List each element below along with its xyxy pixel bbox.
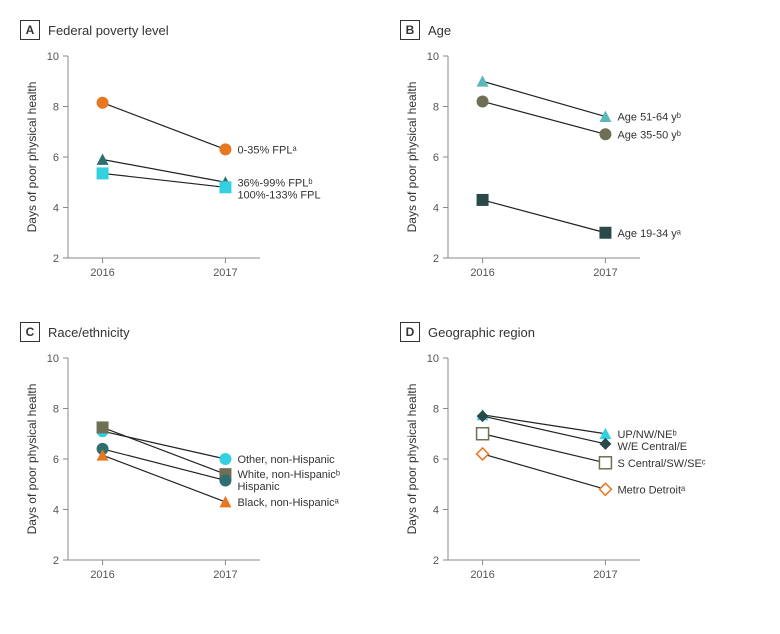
marker: [219, 143, 231, 155]
ytick-label: 2: [53, 555, 59, 567]
ytick-label: 8: [433, 102, 439, 114]
ytick-label: 4: [433, 505, 439, 517]
ytick-label: 4: [53, 203, 59, 215]
ytick-label: 6: [53, 152, 59, 164]
xtick-label: 2016: [90, 267, 114, 279]
series-label: S Central/SW/SEᶜ: [617, 458, 705, 470]
series-label: Age 51-64 yᵇ: [617, 112, 680, 124]
xtick-label: 2016: [90, 569, 114, 581]
panel-title: Age: [428, 23, 451, 38]
ytick-label: 8: [53, 404, 59, 416]
panel-header: A Federal poverty level: [20, 20, 380, 40]
marker: [219, 181, 231, 193]
ytick-label: 10: [427, 353, 439, 365]
ytick-label: 4: [53, 505, 59, 517]
y-axis-label: Days of poor physical health: [405, 384, 419, 535]
y-axis-label: Days of poor physical health: [25, 82, 39, 233]
chart-area: 2 4 6 8 10 2016 2017 Days of poor physical heal…: [20, 46, 380, 286]
marker: [477, 95, 489, 107]
panel-a: A Federal poverty level 2 4 6 8 10 2016 2017 Days…: [20, 20, 380, 312]
ytick-label: 2: [53, 253, 59, 265]
marker: [219, 496, 231, 507]
marker: [599, 111, 611, 122]
marker: [599, 438, 611, 450]
ytick-label: 2: [433, 555, 439, 567]
marker: [477, 428, 489, 440]
xtick-label: 2017: [213, 569, 237, 581]
marker: [599, 457, 611, 469]
panel-title: Geographic region: [428, 325, 535, 340]
chart-area: 2 4 6 8 10 2016 2017 Days of poor physical heal…: [400, 348, 760, 588]
series-label: Age 35-50 yᵇ: [617, 129, 680, 141]
xtick-label: 2016: [470, 267, 494, 279]
panel-b: B Age 2 4 6 8 10 2016 2017 Days of poor physical …: [400, 20, 760, 312]
chart-area: 2 4 6 8 10 2016 2017 Days of poor physical heal…: [400, 46, 760, 286]
ytick-label: 10: [47, 353, 59, 365]
panel-title: Race/ethnicity: [48, 325, 130, 340]
panel-d: D Geographic region 2 4 6 8 10 2016 2017 Days of …: [400, 322, 760, 614]
marker: [97, 167, 109, 179]
ytick-label: 8: [53, 102, 59, 114]
xtick-label: 2016: [470, 569, 494, 581]
ytick-label: 6: [433, 454, 439, 466]
series-label: Metro Detroitᵃ: [617, 484, 686, 496]
ytick-label: 2: [433, 253, 439, 265]
ytick-label: 6: [433, 152, 439, 164]
marker: [599, 227, 611, 239]
chart: 2 4 6 8 10 2016 2017 Days of poor physical heal…: [400, 348, 760, 588]
ytick-label: 10: [427, 51, 439, 63]
marker: [97, 421, 109, 433]
panel-letter: B: [400, 20, 420, 40]
y-axis-label: Days of poor physical health: [405, 82, 419, 233]
xtick-label: 2017: [593, 267, 617, 279]
series-label: 0-35% FPLᵃ: [237, 144, 297, 156]
panel-letter: D: [400, 322, 420, 342]
marker: [599, 128, 611, 140]
marker: [477, 75, 489, 86]
marker: [477, 194, 489, 206]
panel-header: C Race/ethnicity: [20, 322, 380, 342]
chart: 2 4 6 8 10 2016 2017 Days of poor physical heal…: [20, 46, 380, 286]
ytick-label: 4: [433, 203, 439, 215]
ytick-label: 10: [47, 51, 59, 63]
marker: [477, 410, 489, 422]
xtick-label: 2017: [593, 569, 617, 581]
series-label: UP/NW/NEᵇ: [617, 429, 676, 441]
panel-c: C Race/ethnicity 2 4 6 8 10 2016 2017 Days of poo…: [20, 322, 380, 614]
series-label: W/E Central/E: [617, 441, 687, 453]
marker: [477, 448, 489, 460]
xtick-label: 2017: [213, 267, 237, 279]
panel-title: Federal poverty level: [48, 23, 169, 38]
series-label: Black, non-Hispanicᵃ: [237, 497, 339, 509]
series-label: White, non-Hispanicᵇ: [237, 469, 340, 481]
marker: [599, 483, 611, 495]
panel-letter: A: [20, 20, 40, 40]
series-label: Hispanic: [237, 481, 280, 493]
panel-header: D Geographic region: [400, 322, 760, 342]
y-axis-label: Days of poor physical health: [25, 384, 39, 535]
series-label: 100%-133% FPL: [237, 189, 320, 201]
series-label: Other, non-Hispanic: [237, 454, 335, 466]
series-label: Age 19-34 yᵃ: [617, 228, 681, 240]
panel-header: B Age: [400, 20, 760, 40]
marker: [97, 97, 109, 109]
chart-area: 2 4 6 8 10 2016 2017 Days of poor physical heal…: [20, 348, 380, 588]
series-label: 36%-99% FPLᵇ: [237, 177, 312, 189]
chart: 2 4 6 8 10 2016 2017 Days of poor physical heal…: [400, 46, 760, 286]
marker: [219, 474, 231, 486]
marker: [97, 154, 109, 165]
ytick-label: 6: [53, 454, 59, 466]
ytick-label: 8: [433, 404, 439, 416]
chart: 2 4 6 8 10 2016 2017 Days of poor physical heal…: [20, 348, 380, 588]
marker: [219, 453, 231, 465]
panel-letter: C: [20, 322, 40, 342]
